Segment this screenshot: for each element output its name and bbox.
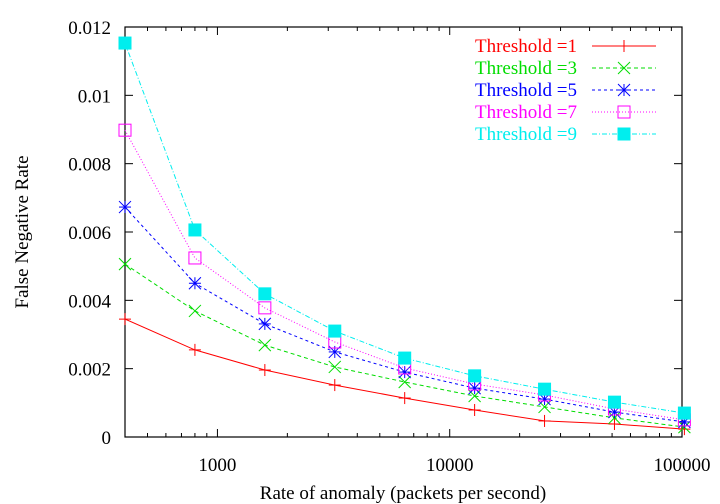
series-threshold-3 (118, 257, 691, 434)
data-point (118, 123, 132, 137)
x-tick-label: 1000 (198, 455, 236, 476)
data-point (188, 343, 201, 356)
data-point (119, 313, 131, 326)
data-point (468, 369, 482, 383)
series-threshold-5 (118, 200, 691, 429)
y-tick-label: 0.004 (68, 291, 111, 312)
data-point (118, 36, 132, 50)
data-point (118, 200, 132, 214)
legend-item: Threshold =1 (475, 36, 656, 57)
y-tick-label: 0.002 (68, 360, 111, 381)
x-axis-title: Rate of anomaly (packets per second) (260, 483, 546, 504)
legend-marker (618, 40, 630, 52)
legend-label: Threshold =9 (475, 124, 577, 145)
series-threshold-7 (118, 123, 691, 427)
data-point (188, 304, 202, 318)
series-layer (118, 36, 691, 436)
legend-item: Threshold =9 (475, 124, 656, 145)
y-axis-title: False Negative Rate (12, 155, 33, 308)
x-tick-label: 10000 (426, 455, 474, 476)
y-tick-label: 0.008 (68, 155, 111, 176)
legend-marker (617, 83, 631, 97)
legend-item: Threshold =7 (475, 102, 656, 123)
data-point (398, 392, 411, 405)
data-point (258, 338, 272, 352)
x-axis: 1000 10000 100000 (124, 27, 711, 476)
data-point (398, 365, 412, 379)
data-point (188, 223, 202, 237)
legend-item: Threshold =3 (475, 58, 656, 79)
series-line (124, 42, 685, 414)
data-point (677, 406, 691, 420)
data-point (258, 364, 271, 377)
data-point (328, 360, 342, 374)
data-point (188, 251, 202, 265)
legend-marker (617, 105, 631, 119)
data-point (118, 257, 132, 271)
data-point (258, 317, 272, 331)
legend-label: Threshold =1 (475, 36, 577, 57)
data-point (607, 395, 621, 409)
data-point (398, 351, 412, 365)
plot-border (124, 26, 683, 438)
legend-marker (617, 61, 631, 75)
series-threshold-9 (118, 36, 691, 420)
y-tick-label: 0.01 (78, 86, 111, 107)
y-tick-label: 0.012 (68, 18, 111, 39)
y-tick-label: 0 (102, 428, 112, 449)
data-point (538, 382, 552, 396)
series-line (124, 129, 685, 421)
series-threshold-1 (119, 313, 691, 436)
data-point (328, 324, 342, 338)
data-point (398, 375, 412, 389)
legend-label: Threshold =3 (475, 58, 577, 79)
data-point (538, 414, 551, 427)
data-point (328, 379, 341, 392)
x-tick-label: 100000 (654, 455, 711, 476)
series-line (124, 206, 685, 423)
data-point (468, 404, 481, 417)
data-point (188, 276, 202, 290)
data-point (258, 301, 272, 315)
legend-label: Threshold =5 (475, 80, 577, 101)
plot-frame (124, 26, 683, 438)
y-axis: 0 0.002 0.004 0.006 0.008 0.01 0.012 (68, 18, 682, 449)
legend-marker (617, 127, 631, 141)
data-point (258, 287, 272, 301)
legend-item: Threshold =5 (475, 80, 656, 101)
y-tick-label: 0.006 (68, 223, 111, 244)
data-point (468, 381, 481, 395)
legend-label: Threshold =7 (475, 102, 577, 123)
data-point (608, 418, 621, 431)
